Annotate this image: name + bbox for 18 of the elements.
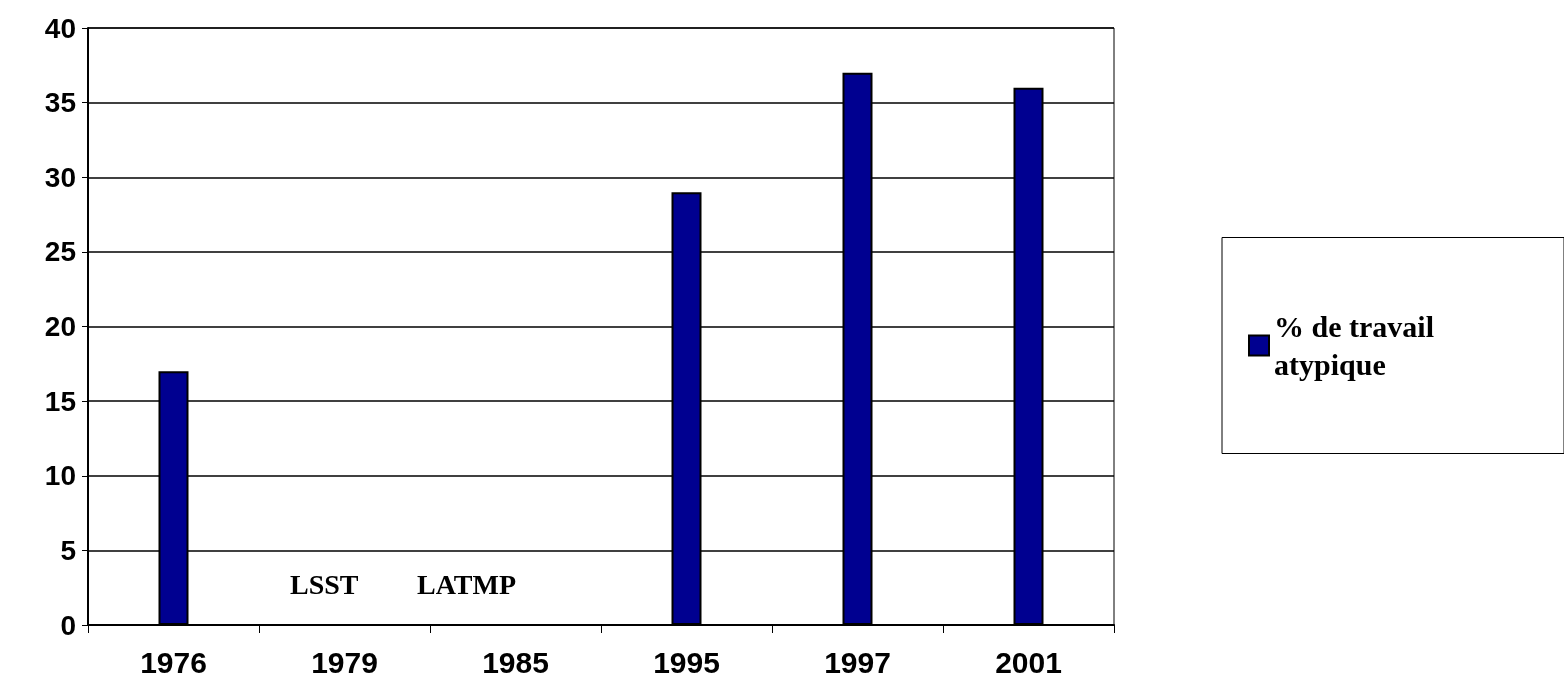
x-tick-label: 1976 (140, 645, 207, 679)
y-tick-label: 10 (44, 460, 76, 492)
legend-label: % de travail atypique (1274, 310, 1442, 381)
x-tick-label: 1997 (824, 645, 891, 679)
annotation: LATMP (417, 568, 517, 600)
y-tick-label: 0 (60, 609, 76, 641)
annotation: LSST (290, 568, 359, 600)
y-tick-label: 20 (44, 311, 76, 342)
y-tick-label: 15 (44, 385, 76, 417)
x-tick-label: 1985 (482, 645, 549, 679)
x-tick-label: 1995 (653, 645, 720, 679)
x-tick-label: 1979 (311, 645, 378, 679)
y-tick-label: 30 (44, 161, 76, 193)
y-tick-label: 25 (44, 236, 76, 268)
y-tick-label: 5 (60, 534, 76, 566)
x-tick-label: 2001 (995, 645, 1062, 679)
y-tick-label: 35 (44, 87, 76, 119)
y-tick-label: 40 (44, 12, 76, 44)
